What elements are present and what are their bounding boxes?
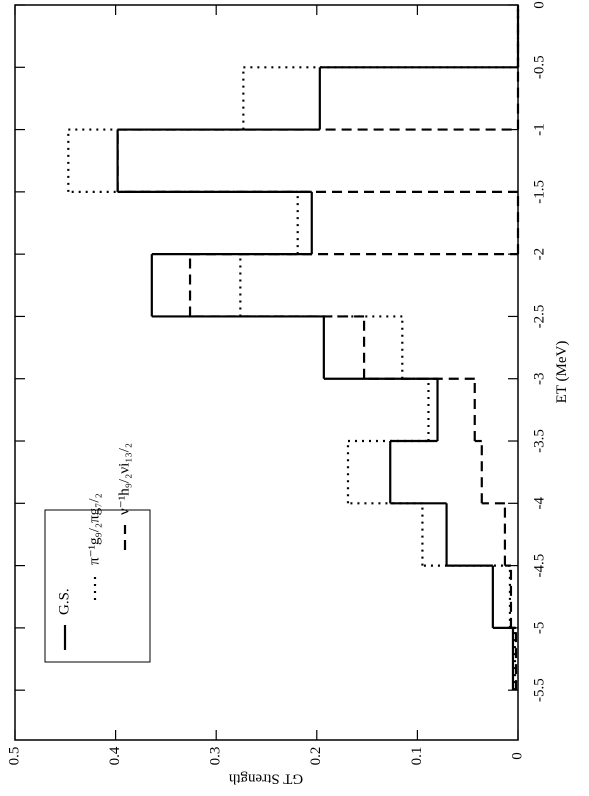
legend-box <box>44 509 151 663</box>
y-tick-label: 0.3 <box>208 747 224 766</box>
x-tick-label: -1.5 <box>531 180 547 204</box>
x-tick-label: 0 <box>531 1 547 9</box>
x-axis-title: ET (MeV) <box>554 341 570 404</box>
y-axis-title: GT Strength <box>228 771 303 787</box>
legend-label: ν⁻¹h₉/₂νi₁₃/₂ <box>116 443 132 515</box>
x-tick-label: -2 <box>531 248 547 260</box>
y-tick-label: 0 <box>509 752 525 760</box>
x-tick-label: -0.5 <box>531 55 547 79</box>
y-tick-label: 0.2 <box>308 747 324 766</box>
x-tick-label: -2.5 <box>531 305 547 329</box>
x-tick-label: -5.5 <box>531 678 547 702</box>
x-tick-label: -1 <box>531 123 547 136</box>
x-tick-label: -5 <box>531 622 547 635</box>
legend-label: π⁻¹g₉/₂πg₇/₂ <box>86 493 102 565</box>
y-tick-label: 0.1 <box>409 747 425 766</box>
x-tick-label: -4.5 <box>531 554 547 578</box>
plot-frame <box>14 4 519 741</box>
x-tick-label: -4 <box>531 497 547 510</box>
legend-label: G.S. <box>56 588 72 615</box>
y-tick-label: 0.5 <box>6 747 22 766</box>
x-tick-label: -3 <box>531 372 547 385</box>
y-tick-label: 0.4 <box>107 746 123 765</box>
x-tick-label: -3.5 <box>531 429 547 453</box>
